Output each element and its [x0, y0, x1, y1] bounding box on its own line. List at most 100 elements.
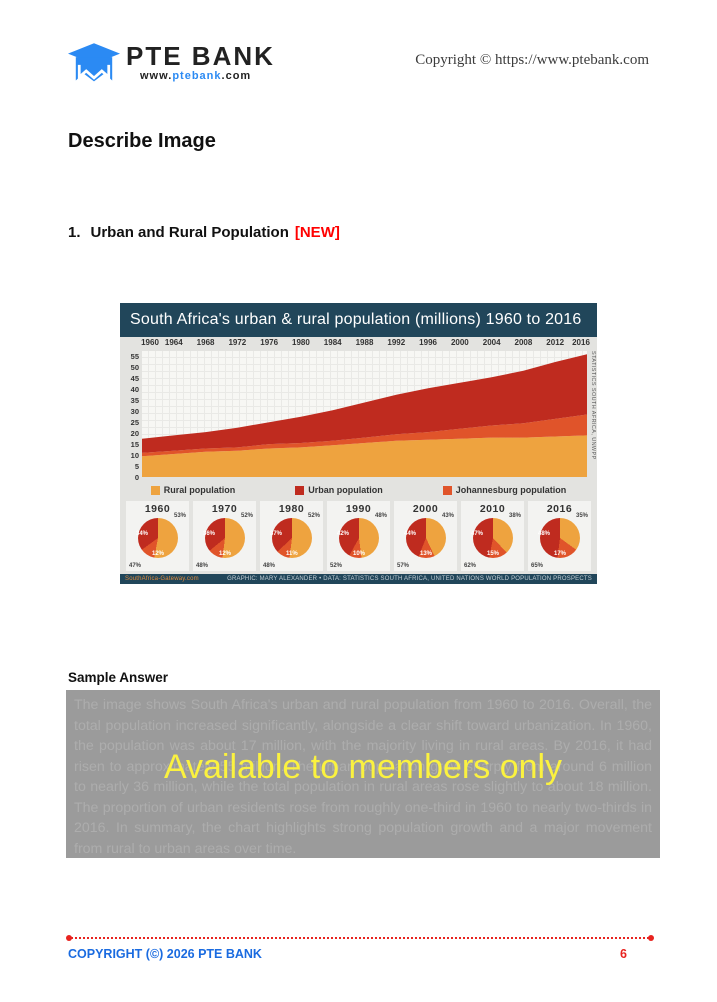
- x-tick-label: 1984: [323, 338, 342, 347]
- footer-divider: [66, 935, 654, 941]
- x-axis-labels: 1960 1964 1968 1972 1976 1980 1984 1988 1992 1996…: [141, 337, 590, 351]
- y-tick-label: 35: [130, 396, 139, 406]
- pie-circle: [338, 518, 379, 558]
- y-tick-label: 10: [130, 451, 139, 461]
- sample-answer-heading: Sample Answer: [68, 670, 169, 685]
- pie-johannesburg-percent: 13%: [420, 551, 433, 557]
- pie-rural-percent: 48%: [374, 513, 387, 519]
- y-axis-labels: 0 5 10 15 20 25 30 35 40 45 50 55: [121, 351, 139, 482]
- pie-circle: [472, 518, 513, 558]
- pie-urban-percent: 37%: [270, 531, 283, 537]
- area-series-rural-population: [142, 435, 587, 477]
- question-item-heading: 1. Urban and Rural Population [NEW]: [68, 224, 340, 241]
- y-tick-label: 45: [130, 374, 139, 384]
- x-tick-label: 1968: [196, 338, 215, 347]
- y-tick-label: 55: [130, 352, 139, 362]
- legend-item: Johannesburg population: [442, 485, 567, 495]
- legend-swatch: [442, 485, 452, 495]
- source-left: SouthAfrica-Gateway.com: [125, 576, 199, 582]
- pie-urban-total-percent: 57%: [397, 563, 410, 569]
- item-title: Urban and Rural Population: [90, 224, 289, 241]
- members-only-overlay: Available to members only: [163, 748, 563, 786]
- pie-johannesburg-percent: 12%: [219, 551, 232, 557]
- pie-urban-percent: 44%: [404, 531, 417, 537]
- pie-johannesburg-percent: 15%: [487, 551, 500, 557]
- pie-chart-1990: 1990 48% 42% 10% 52%: [327, 501, 390, 571]
- pie-chart-1970: 1970 52% 36% 12% 48%: [193, 501, 256, 571]
- legend-item: Urban population: [295, 485, 383, 495]
- pie-chart-2000: 2000 43% 44% 13% 57%: [394, 501, 457, 571]
- pie-year-label: 1970: [211, 503, 238, 515]
- area-series-johannesburg-population: [142, 414, 587, 457]
- right-caption: STATISTICS SOUTH AFRICA, UNWPP: [590, 351, 596, 460]
- legend-label: Johannesburg population: [455, 485, 567, 495]
- pie-urban-percent: 34%: [136, 531, 149, 537]
- brand-website: www.ptebank.com: [140, 70, 252, 82]
- x-tick-label: 1996: [419, 338, 437, 347]
- pte-bank-logo: PTE BANK www.ptebank.com: [68, 42, 275, 86]
- pie-rural-percent: 38%: [508, 513, 521, 519]
- x-tick-label: 1960: [141, 338, 159, 347]
- pie-johannesburg-percent: 17%: [554, 551, 567, 557]
- pie-johannesburg-percent: 12%: [152, 551, 165, 557]
- x-tick-label: 2016: [572, 338, 590, 347]
- x-tick-label: 2008: [514, 338, 533, 347]
- legend-item: Rural population: [150, 485, 236, 495]
- legend-label: Urban population: [308, 485, 383, 495]
- chart-figure: South Africa's urban & rural population …: [120, 303, 597, 584]
- pie-johannesburg-percent: 11%: [286, 551, 298, 557]
- pie-rural-percent: 53%: [173, 513, 186, 519]
- x-tick-label: 1964: [164, 338, 183, 347]
- legend-swatch: [150, 485, 160, 495]
- legend-label: Rural population: [163, 485, 236, 495]
- y-tick-label: 30: [130, 407, 139, 417]
- y-tick-label: 5: [134, 462, 139, 472]
- pie-circle: [271, 518, 312, 558]
- pie-year-label: 2010: [479, 503, 506, 515]
- area-series-urban-population: [142, 354, 587, 453]
- pie-circle: [204, 518, 245, 558]
- pie-year-label: 1980: [278, 503, 305, 515]
- pie-urban-total-percent: 48%: [263, 563, 276, 569]
- plot-row: 0 5 10 15 20 25 30 35 40 45 50 55 STATISTICS SOUTH …: [131, 351, 596, 482]
- pie-year-label: 1960: [144, 503, 171, 515]
- pie-urban-percent: 48%: [538, 531, 551, 537]
- pie-rural-percent: 35%: [575, 513, 588, 519]
- x-tick-label: 1988: [355, 338, 374, 347]
- pie-row: 1960 53% 34% 12% 47% 1970 52% 36% 12% 48% 1980 52% 3…: [120, 499, 597, 575]
- pie-rural-percent: 52%: [307, 513, 320, 519]
- x-tick-label: 2004: [482, 338, 501, 347]
- y-tick-label: 25: [130, 418, 139, 428]
- pie-urban-percent: 47%: [471, 531, 484, 537]
- pie-chart-2010: 2010 38% 47% 15% 62%: [461, 501, 524, 571]
- x-tick-label: 2000: [450, 338, 469, 347]
- pie-urban-total-percent: 47%: [129, 563, 142, 569]
- pie-circle: [539, 518, 580, 558]
- x-tick-label: 1992: [387, 338, 406, 347]
- graduation-cap-icon: [68, 43, 120, 82]
- page-title: Describe Image: [68, 130, 216, 152]
- header-copyright: Copyright © https://www.ptebank.com: [415, 52, 649, 68]
- footer-copyright: COPYRIGHT (©) 2026 PTE BANK: [68, 947, 262, 961]
- y-tick-label: 40: [130, 385, 139, 395]
- pie-urban-total-percent: 48%: [196, 563, 209, 569]
- new-badge: [NEW]: [294, 224, 340, 241]
- pie-year-label: 2000: [412, 503, 439, 515]
- area-plot: [142, 351, 587, 477]
- pie-chart-1980: 1980 52% 37% 11% 48%: [260, 501, 323, 571]
- sample-answer-text: The image shows South Africa's urban and…: [74, 697, 652, 857]
- pie-chart-1960: 1960 53% 34% 12% 47%: [126, 501, 189, 571]
- source-right: GRAPHIC: MARY ALEXANDER • DATA: STATISTI…: [227, 576, 592, 582]
- pie-rural-percent: 52%: [240, 513, 253, 519]
- y-tick-label: 20: [130, 429, 139, 439]
- pie-circle: [405, 518, 446, 558]
- brand-name: PTE BANK: [126, 41, 275, 71]
- x-tick-label: 1980: [292, 338, 310, 347]
- pie-urban-total-percent: 52%: [330, 563, 343, 569]
- legend-swatch: [295, 485, 305, 495]
- logo-text: PTE BANK www.ptebank.com: [126, 42, 275, 82]
- x-tick-label: 1976: [260, 338, 279, 347]
- sample-answer-box: The image shows South Africa's urban and…: [66, 690, 660, 858]
- item-number: 1.: [68, 224, 81, 241]
